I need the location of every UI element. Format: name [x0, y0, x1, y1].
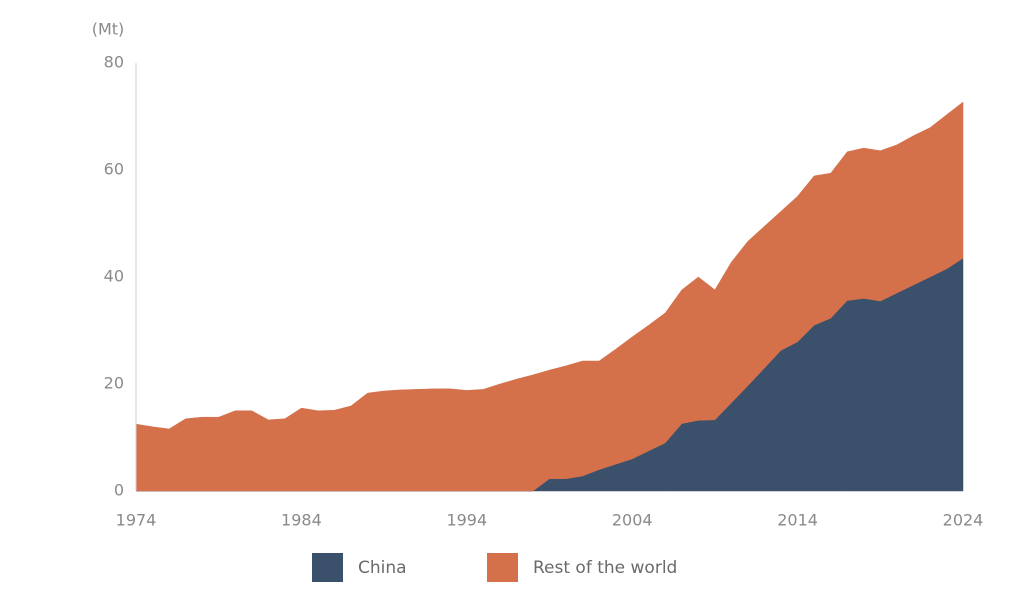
- y-tick-label: 20: [104, 374, 124, 393]
- x-tick-label: 1984: [281, 511, 322, 530]
- area: [135, 101, 964, 492]
- x-tick-label: 1974: [116, 511, 157, 530]
- legend-label: China: [358, 558, 407, 578]
- unit-label: (Mt): [92, 20, 125, 39]
- y-tick-label: 40: [104, 267, 124, 286]
- x-tick-label: 2014: [777, 511, 818, 530]
- legend-swatch: [487, 553, 518, 582]
- x-tick-label: 2004: [612, 511, 653, 530]
- x-tick-label: 2024: [943, 511, 984, 530]
- legend-label: Rest of the world: [533, 558, 677, 578]
- y-tick-label: 60: [104, 160, 124, 179]
- x-tick-label: 1994: [446, 511, 487, 530]
- legend-swatch: [312, 553, 343, 582]
- y-tick-label: 80: [104, 53, 124, 72]
- y-tick-label: 0: [114, 481, 124, 500]
